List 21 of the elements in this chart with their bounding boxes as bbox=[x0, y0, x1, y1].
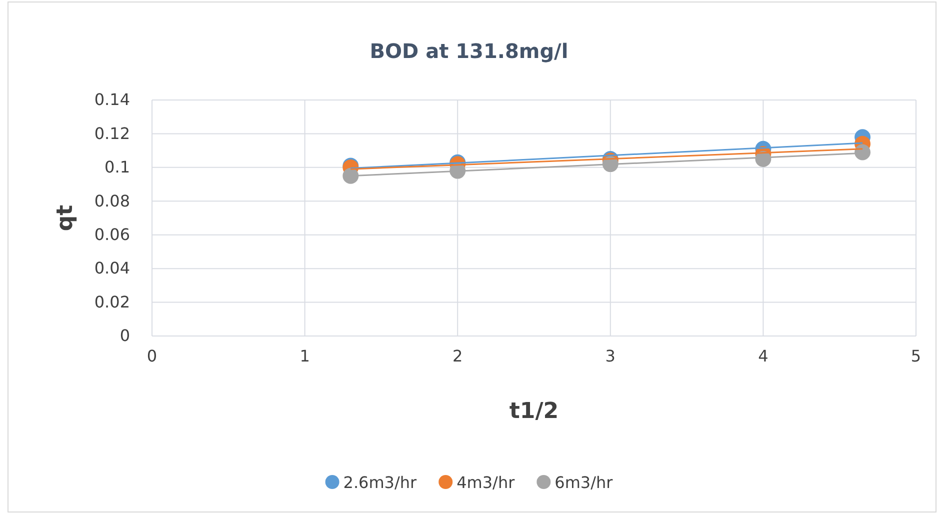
y-tick-label: 0.1 bbox=[104, 158, 130, 177]
legend-label: 6m3/hr bbox=[554, 473, 614, 492]
x-tick-label: 0 bbox=[146, 346, 158, 366]
y-tick-label: 0 bbox=[120, 326, 130, 346]
point bbox=[342, 168, 359, 184]
x-tick-label: 3 bbox=[605, 346, 616, 366]
x-tick-label: 2 bbox=[452, 346, 463, 366]
legend-label: 4m3/hr bbox=[456, 473, 516, 492]
legend-label: 2.6m3/hr bbox=[343, 473, 418, 492]
y-tick-label: 0.06 bbox=[94, 224, 130, 244]
y-tick-label: 0.04 bbox=[94, 258, 130, 278]
y-tick-label: 0.02 bbox=[94, 292, 130, 312]
x-tick-label: 4 bbox=[758, 346, 768, 366]
chart-title: BOD at 131.8mg/l bbox=[370, 39, 568, 63]
y-axis-title: qt bbox=[53, 204, 78, 232]
y-tick-label: 0.14 bbox=[94, 90, 130, 110]
x-tick-label: 5 bbox=[910, 346, 922, 366]
x-axis-title: t1/2 bbox=[509, 399, 559, 424]
x-tick-label: 1 bbox=[300, 346, 310, 366]
y-tick-label: 0.12 bbox=[94, 124, 130, 143]
y-tick-label: 0.08 bbox=[94, 191, 130, 210]
